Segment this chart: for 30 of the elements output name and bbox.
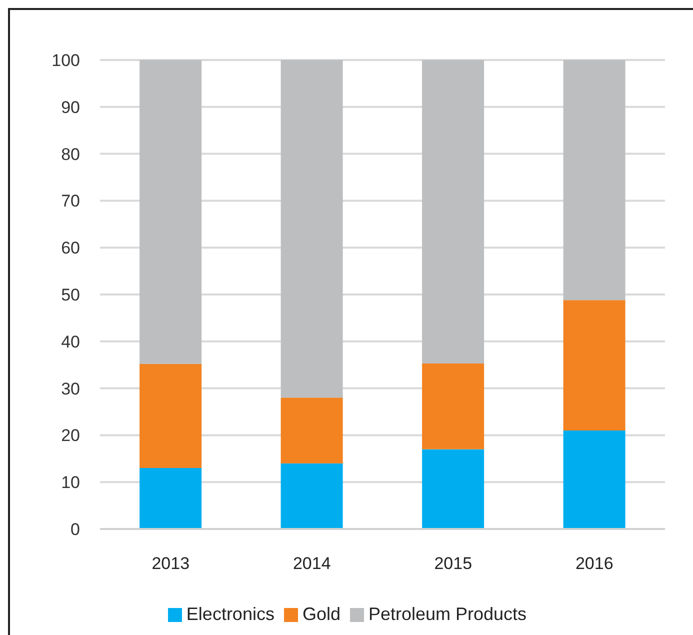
bar — [563, 60, 626, 300]
x-tick-label: 2013 — [152, 554, 190, 574]
bar — [422, 363, 484, 450]
y-tick-label: 60 — [61, 238, 80, 258]
bar — [280, 60, 343, 398]
y-tick-label: 40 — [61, 332, 80, 352]
bar — [140, 60, 202, 364]
y-tick-label: 100 — [52, 51, 80, 70]
legend-label: Electronics — [186, 604, 274, 624]
y-tick-label: 20 — [61, 426, 80, 446]
bar — [422, 60, 484, 364]
y-tick-label: 70 — [61, 192, 80, 211]
x-tick-label: 2015 — [434, 554, 472, 574]
bar — [280, 398, 343, 464]
y-tick-label: 80 — [61, 144, 80, 164]
bar — [280, 463, 343, 529]
bar — [140, 468, 202, 529]
x-tick-label: 2014 — [292, 554, 331, 574]
y-tick-label: 30 — [61, 379, 80, 398]
legend-label: Petroleum Products — [368, 604, 527, 624]
bar — [563, 300, 626, 431]
bar — [140, 364, 202, 468]
y-tick-label: 50 — [61, 286, 80, 305]
bar — [563, 430, 626, 529]
y-tick-label: 90 — [61, 98, 80, 117]
bar — [422, 449, 484, 529]
y-tick-label: 10 — [61, 473, 80, 492]
x-tick-label: 2016 — [575, 554, 614, 574]
y-tick-label: 0 — [70, 520, 80, 540]
legend-label: Gold — [302, 604, 340, 624]
